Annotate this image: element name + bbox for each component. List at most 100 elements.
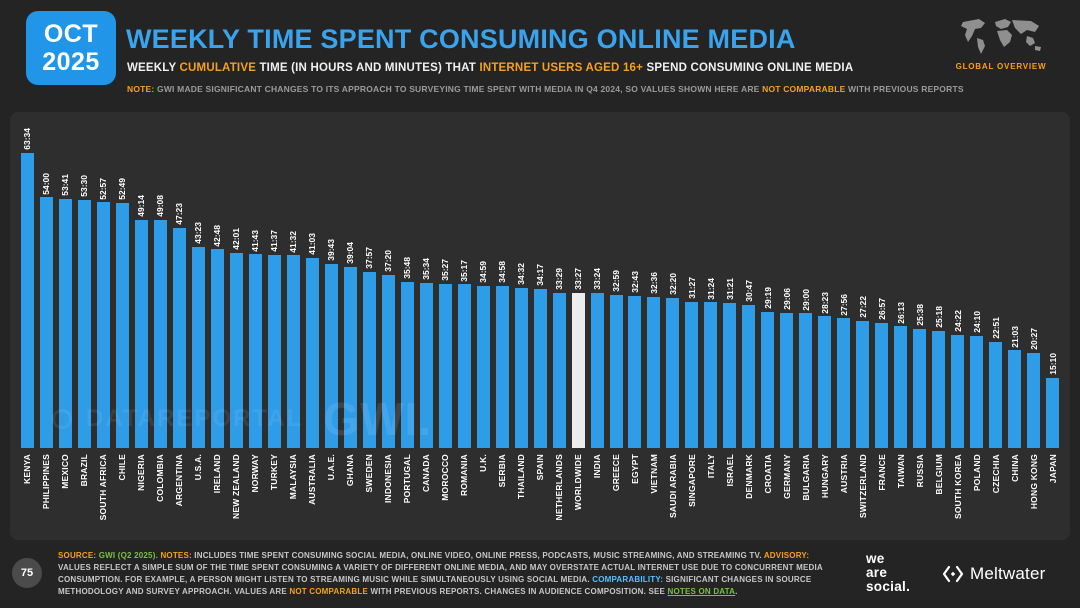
country-label: WORLDWIDE [573, 454, 584, 511]
bar-austria [837, 318, 851, 448]
country-label: AUSTRIA [838, 454, 849, 494]
country-label: MEXICO [60, 454, 71, 489]
bar-column: 33:29 [550, 118, 569, 448]
source-notes-text: SOURCE: GWI (Q2 2025). NOTES: INCLUDES T… [58, 550, 838, 598]
country-label: GREECE [611, 454, 621, 492]
country-label-cell: ROMANIA [455, 454, 474, 538]
date-year: 2025 [42, 48, 100, 76]
bar-value-label: 33:27 [573, 268, 584, 290]
bar-new-zealand [229, 253, 243, 448]
text-segment: GWI MADE SIGNIFICANT CHANGES TO ITS APPR… [154, 84, 763, 94]
bar-value-label: 32:36 [648, 271, 659, 294]
bar-value-label: 34:32 [516, 262, 527, 285]
country-label: U.S.A. [193, 454, 204, 481]
text-segment: NOT COMPARABLE [762, 84, 846, 94]
country-label: PHILIPPINES [41, 454, 52, 510]
country-label-cell: CROATIA [758, 454, 777, 538]
bar-australia [305, 257, 319, 448]
bar-column: 41:03 [303, 118, 322, 448]
country-label: VIETNAM [648, 454, 659, 494]
text-segment: WITH PREVIOUS REPORTS [845, 84, 964, 94]
country-label-cell: IRELAND [208, 454, 227, 538]
country-label-cell: MALAYSIA [284, 454, 303, 538]
bar-value-label: 22:51 [990, 317, 1001, 339]
country-label: NEW ZEALAND [231, 454, 242, 519]
bar-value-label: 24:22 [952, 310, 963, 332]
country-label: HONG KONG [1028, 454, 1039, 510]
country-label-cell: POLAND [967, 454, 986, 538]
bar-germany [780, 313, 794, 448]
country-label: CZECHIA [990, 454, 1001, 494]
text-segment: SIGNIFICANT CHANGES IN SOURCE METHODOLOG… [58, 575, 812, 596]
country-label-cell: NEW ZEALAND [227, 454, 246, 538]
bar-serbia [495, 285, 509, 448]
bar-column: 39:43 [322, 118, 341, 448]
country-label: SWITZERLAND [857, 454, 868, 519]
country-label: COLOMBIA [155, 454, 166, 502]
bar-column: 30:47 [739, 118, 758, 448]
bar-worldwide [571, 292, 585, 448]
bar-value-label: 53:41 [60, 174, 71, 196]
bar-kenya [20, 153, 34, 448]
country-label-cell: BELGIUM [929, 454, 948, 538]
bar-value-label: 35:34 [421, 258, 432, 280]
bar-chile [115, 202, 129, 448]
country-label-cell: NORWAY [246, 454, 265, 538]
bar-denmark [742, 305, 756, 448]
country-label-cell: JAPAN [1043, 454, 1062, 538]
country-label-cell: SERBIA [493, 454, 512, 538]
country-label: CANADA [421, 454, 432, 493]
bar-column: 22:51 [986, 118, 1005, 448]
meltwater-logo: Meltwater [942, 564, 1046, 584]
bar-value-label: 32:20 [667, 273, 678, 295]
bar-portugal [400, 281, 414, 448]
country-label: SOUTH KOREA [952, 454, 963, 520]
country-label-cell: ITALY [701, 454, 720, 538]
bar-column: 42:48 [208, 118, 227, 448]
country-label: RUSSIA [914, 454, 925, 488]
bar-column: 21:03 [1005, 118, 1024, 448]
bar-column: 31:21 [720, 118, 739, 448]
bar-indonesia [381, 274, 395, 448]
chart-panel: 63:34 54:00 53:41 53:30 52:57 52:49 49:14 49:08… [10, 112, 1070, 540]
bar-column: 41:32 [284, 118, 303, 448]
text-segment: . [735, 587, 738, 596]
bar-value-label: 42:48 [212, 224, 223, 247]
bar-greece [609, 294, 623, 448]
bar-spain [533, 288, 547, 448]
country-label-cell: NETHERLANDS [550, 454, 569, 538]
bar-canada [419, 282, 433, 448]
country-label-cell: INDONESIA [379, 454, 398, 538]
bar-column: 26:13 [891, 118, 910, 448]
bar-column: 63:34 [18, 118, 37, 448]
bar-column: 32:59 [607, 118, 626, 448]
bar-value-label: 31:21 [724, 277, 735, 300]
bar-value-label: 63:34 [22, 128, 33, 150]
bar-value-label: 37:20 [383, 249, 394, 272]
bar-column: 33:27 [569, 118, 588, 448]
bar-column: 27:56 [834, 118, 853, 448]
bar-column: 35:34 [417, 118, 436, 448]
bar-value-label: 25:38 [914, 304, 925, 326]
country-label-cell: BULGARIA [796, 454, 815, 538]
bar-value-label: 26:13 [895, 301, 906, 324]
country-label-cell: U.K. [474, 454, 493, 538]
bar-vietnam [647, 296, 661, 448]
we-are-social-line: social. [866, 579, 911, 595]
bar-argentina [172, 228, 186, 448]
bar-column: 28:23 [815, 118, 834, 448]
page-number-badge: 75 [12, 558, 42, 588]
country-label: CHINA [1009, 454, 1020, 482]
bar-nigeria [134, 219, 148, 448]
bar-column: 32:43 [626, 118, 645, 448]
bar-value-label: 35:17 [459, 259, 470, 282]
bar-taiwan [894, 326, 908, 448]
country-label: NIGERIA [136, 454, 147, 491]
country-label: AUSTRALIA [307, 454, 318, 505]
country-label-cell: KENYA [18, 454, 37, 538]
link-notes-on-data[interactable]: NOTES ON DATA [667, 587, 736, 596]
bar-value-label: 25:18 [933, 305, 944, 328]
bar-column: 33:24 [588, 118, 607, 448]
bar-column: 41:43 [246, 118, 265, 448]
bar-value-label: 31:24 [705, 277, 716, 300]
